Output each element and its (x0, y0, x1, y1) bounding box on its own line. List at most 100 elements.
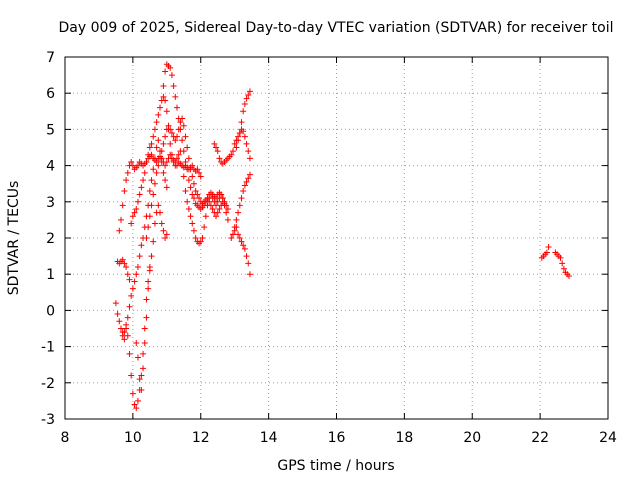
data-point (151, 220, 158, 227)
data-point (180, 173, 187, 180)
data-point (126, 276, 133, 283)
data-point (214, 198, 221, 205)
data-point (131, 401, 138, 408)
data-point (240, 128, 247, 135)
data-point (185, 206, 192, 213)
data-point (153, 144, 160, 151)
data-point (167, 126, 174, 133)
data-point (238, 238, 245, 245)
x-tick-label: 16 (328, 430, 346, 446)
data-point (241, 133, 248, 140)
data-point (240, 108, 247, 115)
data-point (213, 213, 220, 220)
data-point (173, 162, 180, 169)
data-point (138, 387, 145, 394)
data-point (224, 206, 231, 213)
data-point (162, 97, 169, 104)
data-point (143, 314, 150, 321)
series-track-b (116, 151, 204, 234)
data-point (204, 195, 211, 202)
data-point (184, 198, 191, 205)
data-point (228, 151, 235, 158)
data-point (126, 350, 133, 357)
y-tick-label: 0 (46, 303, 55, 319)
data-points (112, 61, 572, 412)
data-point (145, 202, 152, 209)
data-point (153, 169, 160, 176)
data-point (155, 111, 162, 118)
data-point (141, 224, 148, 231)
data-point (179, 115, 186, 122)
data-point (190, 180, 197, 187)
data-point (124, 271, 131, 278)
data-point (233, 216, 240, 223)
data-point (150, 133, 157, 140)
data-point (190, 195, 197, 202)
x-tick-label: 14 (260, 430, 278, 446)
data-point (140, 177, 147, 184)
series-track-k (228, 171, 253, 241)
data-point (179, 137, 186, 144)
data-point (228, 235, 235, 241)
y-tick-label: -1 (41, 340, 55, 356)
data-point (114, 311, 121, 318)
data-point (180, 122, 187, 129)
data-point (172, 137, 179, 144)
series-track-f (119, 137, 170, 343)
data-point (167, 140, 174, 147)
data-point (136, 191, 143, 198)
data-point (197, 238, 204, 245)
data-point (124, 314, 131, 321)
data-point (151, 155, 158, 162)
data-point (143, 158, 150, 165)
data-point (218, 202, 225, 209)
data-point (123, 325, 130, 332)
data-point (189, 173, 196, 180)
data-point (160, 140, 167, 147)
x-tick-label: 12 (192, 430, 210, 446)
data-point (182, 187, 189, 194)
data-point (246, 155, 253, 162)
data-point (143, 213, 150, 220)
data-point (173, 155, 180, 162)
data-point (189, 191, 196, 198)
data-point (243, 140, 250, 147)
x-tick-label: 20 (463, 430, 481, 446)
data-point (187, 213, 194, 220)
data-point (162, 162, 169, 169)
y-axis-title: SDTVAR / TECUs (6, 181, 22, 296)
data-point (196, 195, 203, 202)
data-point (185, 155, 192, 162)
data-point (192, 187, 199, 194)
data-point (119, 256, 126, 263)
data-point (559, 260, 566, 267)
data-point (245, 260, 252, 267)
data-point (153, 119, 160, 126)
data-point (126, 303, 133, 310)
data-point (121, 336, 128, 343)
data-point (141, 325, 148, 332)
data-point (148, 253, 155, 260)
data-point (160, 93, 167, 100)
data-point (128, 372, 135, 379)
data-point (129, 162, 136, 169)
data-point (151, 126, 158, 133)
y-tick-label: -2 (41, 376, 55, 392)
data-point (177, 119, 184, 126)
data-point (140, 365, 147, 372)
data-point (201, 224, 208, 231)
data-point (214, 209, 221, 216)
data-point (229, 148, 236, 155)
data-point (189, 162, 196, 169)
data-point (246, 271, 253, 278)
data-point (133, 405, 140, 412)
y-tick-label: -3 (41, 412, 55, 428)
data-point (245, 175, 252, 182)
data-point (133, 339, 140, 346)
data-point (163, 158, 170, 165)
data-point (236, 235, 243, 241)
data-point (173, 104, 180, 111)
data-point (187, 184, 194, 191)
